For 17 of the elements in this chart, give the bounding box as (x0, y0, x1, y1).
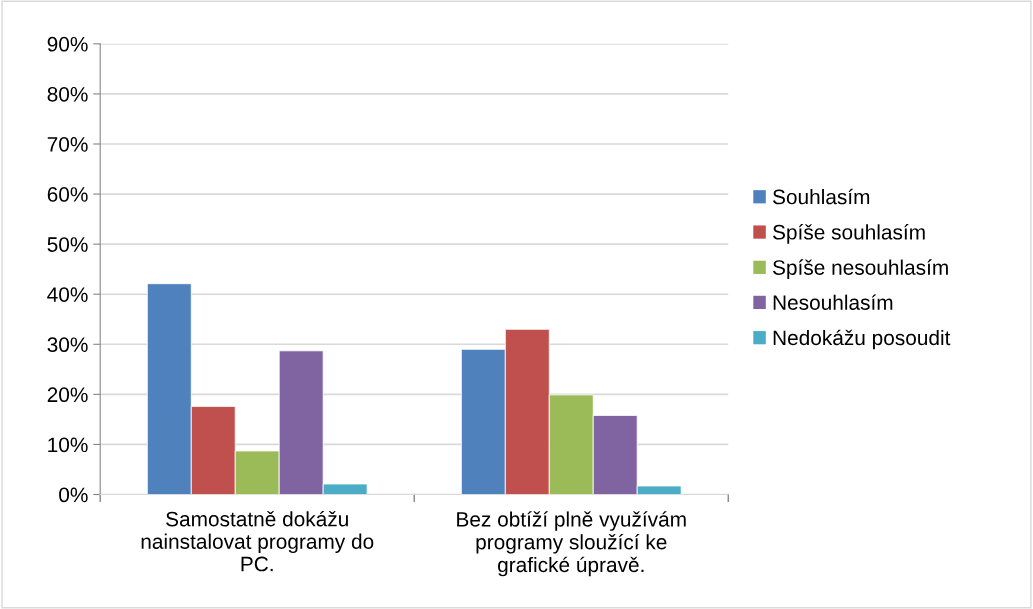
y-tick-label: 70% (47, 137, 88, 152)
y-tick-label: 10% (48, 437, 88, 453)
legend-label: Nesouhlasím (773, 294, 893, 310)
x-tick-label: Bez obtíží plně využívám programy sloužící ke grafické úpravě. (457, 511, 686, 577)
y-tick-label: 80% (47, 86, 88, 102)
legend-label: Nedokážu posoudit (773, 329, 951, 350)
legend-label: Spíše nesouhlasím (772, 259, 948, 280)
x-tick-label: Samostatně dokážu nainstalovat programy do PC. (141, 510, 374, 572)
y-tick-label: 50% (47, 237, 88, 252)
legend-label: Souhlasím (772, 188, 870, 205)
legend-label: Spíše souhlasím (772, 224, 925, 244)
y-tick-label: 90% (47, 36, 88, 52)
y-tick-label: 20% (47, 387, 88, 403)
y-tick-label: 60% (47, 187, 88, 202)
y-tick-label: 40% (47, 287, 88, 302)
y-tick-label: 0% (59, 487, 88, 503)
y-tick-label: 30% (47, 337, 88, 353)
